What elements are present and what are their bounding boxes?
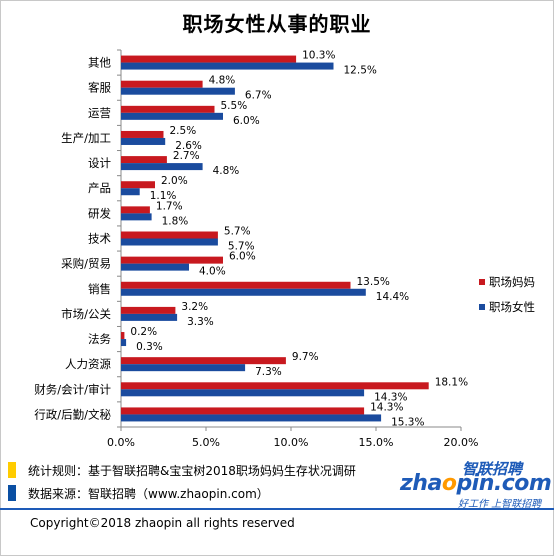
data-label: 13.5%: [357, 276, 390, 288]
bar-women: [121, 87, 235, 95]
category-label: 行政/后勤/文秘: [34, 407, 111, 421]
stat-rule-text: 统计规则：基于智联招聘&宝宝树2018职场妈妈生存状况调研: [28, 463, 356, 478]
bar-mothers: [121, 357, 286, 365]
category-label: 技术: [88, 232, 111, 246]
data-label: 14.3%: [370, 401, 403, 413]
zhaopin-logo: 智联招聘 zhaopin.com 好工作 上智联招聘: [400, 458, 552, 510]
data-label: 5.7%: [224, 226, 251, 238]
data-label: 6.7%: [245, 90, 272, 102]
bar-women: [121, 188, 140, 196]
category-label: 人力资源: [65, 357, 111, 371]
bar-mothers: [121, 206, 150, 214]
bar-mothers: [121, 156, 167, 164]
data-label: 14.4%: [376, 291, 409, 303]
legend-swatch: [479, 304, 485, 310]
bar-women: [121, 288, 366, 296]
bar-women: [121, 263, 189, 271]
bar-women: [121, 238, 218, 246]
x-tick-label: 0.0%: [107, 436, 135, 449]
data-label: 4.0%: [199, 266, 226, 278]
data-label: 4.8%: [213, 165, 240, 177]
x-tick-label: 5.0%: [192, 436, 220, 449]
bar-mothers: [121, 130, 164, 138]
bar-mothers: [121, 55, 297, 63]
data-label: 9.7%: [292, 351, 319, 363]
logo-cn-text: 智联招聘: [462, 460, 523, 478]
bar-women: [121, 313, 178, 321]
footer-divider: [0, 508, 554, 510]
data-label: 0.3%: [136, 341, 163, 353]
category-label: 其他: [88, 56, 111, 70]
data-label: 2.5%: [170, 125, 197, 137]
logo-en-text: zhaopin.com: [400, 471, 552, 496]
data-label: 6.0%: [229, 251, 256, 263]
blue-marker-icon: [8, 485, 16, 501]
data-label: 3.3%: [187, 316, 214, 328]
category-label: 市场/公关: [61, 307, 111, 321]
bar-mothers: [121, 281, 351, 289]
data-source-note: 数据来源：智联招聘（www.zhaopin.com）: [8, 484, 269, 502]
bar-mothers: [121, 181, 155, 189]
bar-mothers: [121, 332, 125, 340]
bar-women: [121, 364, 246, 372]
data-source-text: 数据来源：智联招聘（www.zhaopin.com）: [28, 486, 269, 501]
data-label: 1.1%: [150, 190, 177, 202]
copyright-text: Copyright©2018 zhaopin all rights reserv…: [30, 516, 295, 530]
data-label: 7.3%: [255, 366, 282, 378]
x-tick-label: 20.0%: [444, 436, 479, 449]
yellow-marker-icon: [8, 462, 16, 478]
bar-women: [121, 163, 203, 171]
category-label: 法务: [88, 332, 111, 346]
data-label: 2.0%: [161, 175, 188, 187]
category-label: 客服: [88, 81, 111, 95]
x-tick-label: 15.0%: [359, 436, 394, 449]
data-label: 6.0%: [233, 115, 260, 127]
bar-mothers: [121, 306, 176, 314]
data-label: 12.5%: [344, 65, 377, 77]
legend-label: 职场女性: [489, 300, 535, 314]
bar-women: [121, 389, 365, 397]
data-label: 3.2%: [181, 301, 208, 313]
data-label: 4.8%: [209, 75, 236, 87]
data-label: 5.5%: [221, 100, 248, 112]
data-label: 1.8%: [162, 215, 189, 227]
bar-women: [121, 339, 127, 347]
chart-title: 职场女性从事的职业: [182, 12, 372, 36]
data-label: 5.7%: [228, 241, 255, 253]
bar-mothers: [121, 231, 218, 239]
bar-mothers: [121, 80, 203, 88]
data-label: 14.3%: [374, 391, 407, 403]
bar-mothers: [121, 105, 215, 113]
bar-mothers: [121, 382, 429, 390]
bar-women: [121, 62, 334, 70]
data-label: 2.6%: [175, 140, 202, 152]
bar-women: [121, 414, 382, 422]
category-label: 财务/会计/审计: [34, 382, 111, 396]
data-label: 2.7%: [173, 150, 200, 162]
stat-rule-note: 统计规则：基于智联招聘&宝宝树2018职场妈妈生存状况调研: [8, 461, 356, 479]
bar-women: [121, 137, 166, 145]
bar-women: [121, 112, 223, 120]
category-label: 生产/加工: [61, 131, 111, 145]
data-label: 18.1%: [435, 376, 468, 388]
data-label: 10.3%: [302, 50, 335, 62]
data-label: 15.3%: [391, 416, 424, 428]
category-label: 设计: [88, 156, 111, 170]
data-label: 0.2%: [130, 326, 157, 338]
category-label: 销售: [88, 282, 111, 296]
category-label: 运营: [88, 106, 111, 120]
category-label: 采购/贸易: [61, 257, 111, 271]
x-tick-label: 10.0%: [274, 436, 309, 449]
bar-women: [121, 213, 152, 221]
category-label: 研发: [88, 206, 111, 220]
legend-swatch: [479, 279, 485, 285]
bar-mothers: [121, 256, 223, 264]
data-label: 1.7%: [156, 200, 183, 212]
category-label: 产品: [88, 181, 111, 195]
bar-chart: 其他客服运营生产/加工设计产品研发技术采购/贸易销售市场/公关法务人力资源财务/…: [34, 49, 535, 449]
legend-label: 职场妈妈: [489, 275, 535, 289]
logo-slogan-text: 好工作 上智联招聘: [458, 499, 542, 510]
bar-mothers: [121, 407, 365, 415]
